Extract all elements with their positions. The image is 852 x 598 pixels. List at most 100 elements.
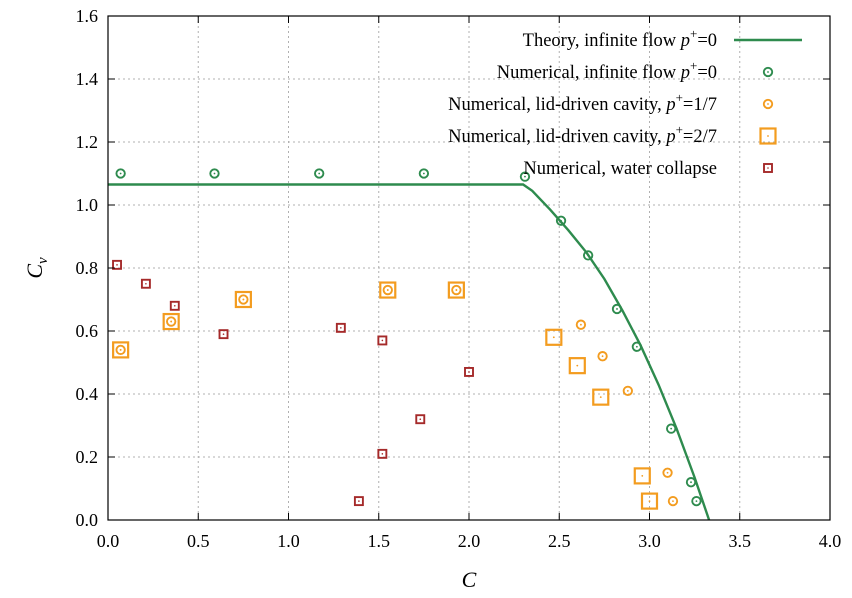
y-tick-label: 0.6 xyxy=(76,321,99,341)
legend-marker xyxy=(762,98,774,110)
marker-dot xyxy=(576,364,579,367)
marker-square xyxy=(379,281,397,299)
legend-label: Numerical, lid-driven cavity, p+=2/7 xyxy=(448,122,717,147)
marker-dot xyxy=(767,167,769,169)
series-3 xyxy=(112,281,659,510)
data-point xyxy=(575,319,587,330)
data-point xyxy=(631,341,643,352)
data-point xyxy=(218,329,229,340)
legend-entry-2: Numerical, lid-driven cavity, p+=1/7 xyxy=(448,90,774,115)
x-tick-label: 3.0 xyxy=(638,531,661,551)
data-point xyxy=(568,357,586,375)
x-tick-label: 1.5 xyxy=(368,531,391,551)
series-1 xyxy=(115,168,702,507)
data-point xyxy=(209,168,220,179)
y-tick-label: 0.8 xyxy=(76,258,99,278)
marker-square xyxy=(447,281,465,299)
marker-dot xyxy=(468,371,470,373)
marker-ring xyxy=(685,477,697,488)
marker-dot xyxy=(170,320,173,323)
data-point xyxy=(667,495,679,507)
marker-square xyxy=(112,341,130,359)
marker-ring xyxy=(115,344,126,356)
marker-square xyxy=(633,467,651,485)
data-point xyxy=(685,477,697,488)
y-tick-label: 0.0 xyxy=(76,510,99,530)
data-point xyxy=(582,250,594,261)
x-axis-label: C xyxy=(462,567,477,592)
marker-dot xyxy=(116,264,118,266)
marker-dot xyxy=(381,453,384,455)
marker-dot xyxy=(358,500,360,502)
data-point xyxy=(353,496,364,507)
marker-dot xyxy=(601,355,604,358)
marker-ring xyxy=(666,423,677,434)
data-series xyxy=(108,168,711,521)
y-axis-label: Cv xyxy=(22,257,51,279)
data-point xyxy=(519,171,531,182)
x-tick-label: 3.5 xyxy=(729,531,752,551)
marker-dot xyxy=(381,339,384,342)
marker-dot xyxy=(690,481,692,484)
marker-ring xyxy=(611,303,623,315)
marker-square xyxy=(592,388,610,406)
marker-dot xyxy=(616,308,618,310)
marker-dot xyxy=(422,172,425,175)
y-tick-label: 1.2 xyxy=(76,132,99,152)
marker-square xyxy=(169,300,180,311)
marker-dot xyxy=(145,282,147,285)
y-tick-label: 0.4 xyxy=(76,384,99,404)
data-point xyxy=(633,467,651,485)
marker-square xyxy=(415,414,426,425)
data-point xyxy=(447,281,465,299)
marker-dot xyxy=(552,336,555,339)
legend-entry-1: Numerical, infinite flow p+=0 xyxy=(497,58,774,83)
marker-dot xyxy=(767,71,769,73)
data-point xyxy=(611,303,623,315)
marker-square xyxy=(353,496,364,507)
marker-square xyxy=(568,357,586,375)
data-point xyxy=(691,495,702,507)
marker-dot xyxy=(173,305,176,307)
marker-square xyxy=(234,290,252,309)
marker-ring xyxy=(762,98,774,110)
marker-dot xyxy=(695,500,698,502)
grid-lines xyxy=(108,16,830,520)
x-tick-label: 0.5 xyxy=(187,531,210,551)
marker-dot xyxy=(767,135,769,137)
marker-square xyxy=(545,328,563,346)
marker-dot xyxy=(318,172,321,175)
marker-dot xyxy=(666,471,669,474)
data-point xyxy=(555,215,567,226)
marker-square xyxy=(377,448,388,459)
legend-label: Numerical, infinite flow p+=0 xyxy=(497,58,717,83)
theory-line xyxy=(108,183,711,521)
marker-ring xyxy=(314,168,325,179)
marker-square xyxy=(112,259,122,270)
marker-ring xyxy=(762,66,774,78)
marker-square xyxy=(763,163,773,173)
legend-entry-0: Theory, infinite flow p+=0 xyxy=(523,26,802,51)
data-point xyxy=(112,341,130,359)
data-point xyxy=(415,414,426,425)
marker-dot xyxy=(213,172,216,175)
marker-dot xyxy=(524,175,526,178)
marker-ring xyxy=(382,284,393,296)
marker-dot xyxy=(635,345,638,348)
marker-ring xyxy=(115,168,126,179)
x-tick-label: 4.0 xyxy=(819,531,842,551)
data-point xyxy=(666,423,677,434)
legend-label: Numerical, water collapse xyxy=(523,159,717,179)
data-point xyxy=(115,168,126,179)
data-point xyxy=(622,385,633,396)
axis-ticks: 0.0 0.5 1.0 1.5 2.0 2.5 3.0 3.5 4.0 0.0 0.2 0.4 0.6 0… xyxy=(76,6,842,551)
marker-ring xyxy=(166,316,177,327)
data-point xyxy=(464,367,474,377)
marker-dot xyxy=(580,323,582,326)
marker-dot xyxy=(119,172,122,175)
legend-entry-3: Numerical, lid-driven cavity, p+=2/7 xyxy=(448,122,777,147)
data-point xyxy=(140,278,151,289)
marker-ring xyxy=(209,168,220,179)
legend-label: Theory, infinite flow p+=0 xyxy=(523,26,717,51)
